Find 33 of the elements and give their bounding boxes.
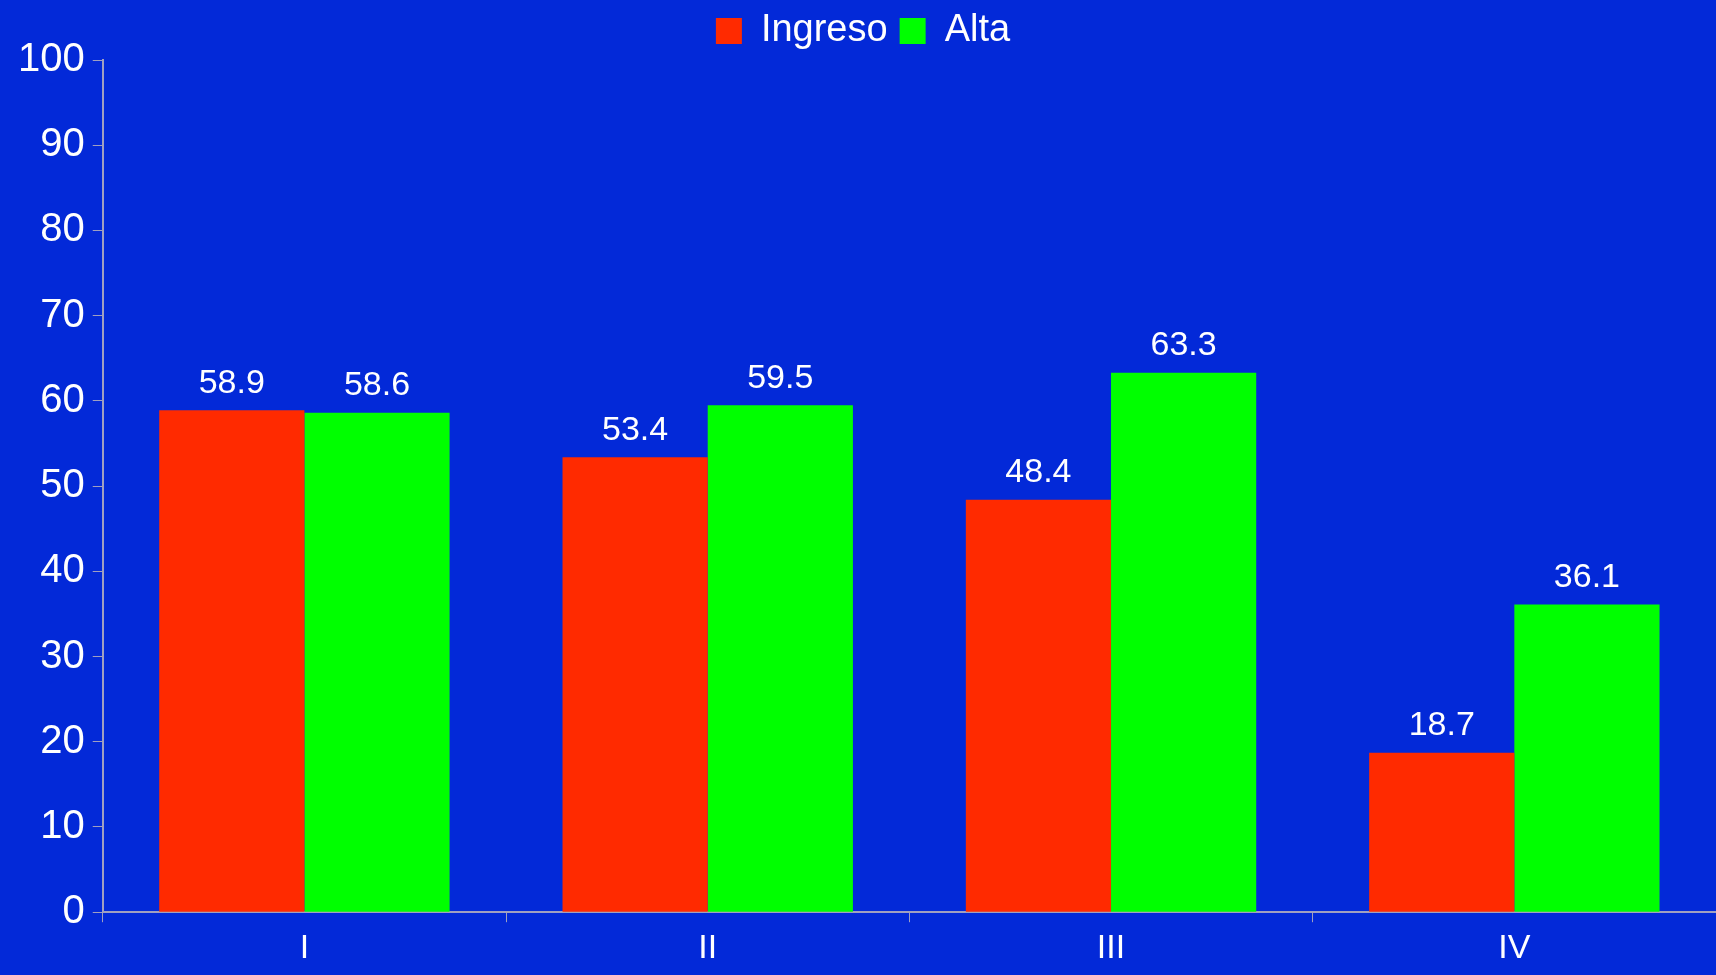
bar bbox=[1111, 372, 1257, 912]
bar bbox=[159, 410, 305, 912]
y-tick-label: 100 bbox=[17, 35, 85, 80]
bar bbox=[965, 499, 1112, 912]
y-tick-label: 20 bbox=[40, 716, 85, 761]
data-label: 36.1 bbox=[1553, 555, 1621, 594]
data-label: 53.4 bbox=[602, 408, 669, 447]
bar bbox=[1514, 604, 1660, 912]
y-tick-label: 30 bbox=[40, 631, 85, 676]
bar bbox=[1369, 752, 1515, 912]
x-tick-label: III bbox=[1096, 926, 1126, 965]
x-tick-label: II bbox=[698, 926, 718, 965]
legend-label: Alta bbox=[944, 7, 1011, 50]
y-tick-label: 90 bbox=[40, 120, 85, 165]
x-tick-label: IV bbox=[1498, 926, 1531, 965]
y-tick-label: 70 bbox=[40, 290, 85, 335]
bar bbox=[562, 457, 708, 912]
data-label: 63.3 bbox=[1150, 324, 1217, 363]
data-label: 58.6 bbox=[343, 364, 411, 403]
legend-label: Ingreso bbox=[760, 7, 888, 50]
y-tick-label: 10 bbox=[40, 802, 85, 847]
y-tick-label: 60 bbox=[40, 375, 85, 420]
data-label: 58.9 bbox=[198, 361, 265, 400]
bar bbox=[707, 405, 853, 912]
y-tick-label: 80 bbox=[40, 205, 85, 250]
data-label: 59.5 bbox=[747, 356, 814, 395]
data-label: 48.4 bbox=[1005, 451, 1072, 490]
y-tick-label: 50 bbox=[40, 461, 85, 506]
bar bbox=[304, 412, 450, 912]
data-label: 18.7 bbox=[1408, 704, 1475, 743]
y-tick-label: 40 bbox=[40, 546, 85, 591]
x-tick-label: I bbox=[299, 926, 310, 965]
y-tick-label: 0 bbox=[62, 887, 85, 932]
